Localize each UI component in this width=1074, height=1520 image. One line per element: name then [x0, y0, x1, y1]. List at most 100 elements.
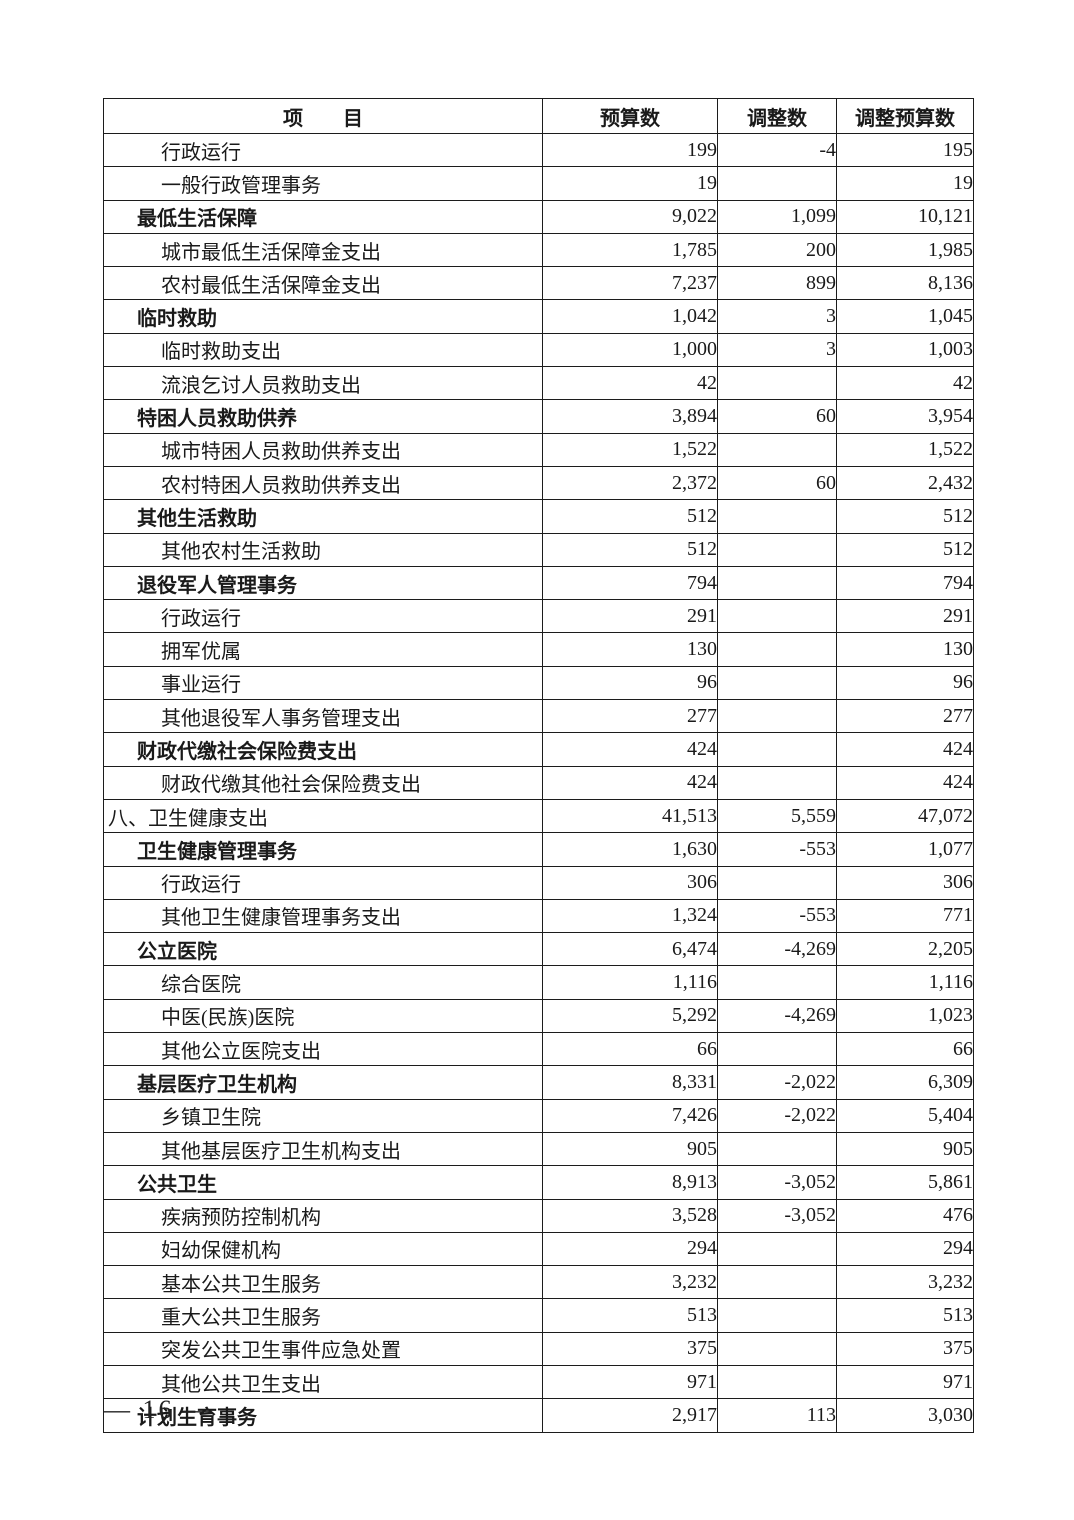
- adjusted-budget-value: 8,136: [836, 266, 974, 301]
- budget-value: 291: [542, 599, 718, 634]
- budget-value: 1,785: [542, 232, 718, 268]
- budget-value: 9,022: [542, 199, 718, 234]
- table-row: 乡镇卫生院 7,426 -2,022 5,404: [103, 1098, 974, 1133]
- table-row: 综合医院 1,116 1,116: [103, 965, 974, 1000]
- adjustment-value: 60: [717, 465, 837, 501]
- budget-value: 199: [542, 132, 718, 168]
- row-label: 农村特困人员救助供养支出: [103, 465, 543, 501]
- adjustment-value: 60: [717, 399, 837, 434]
- budget-value: 905: [542, 1131, 718, 1167]
- adjusted-budget-value: 47,072: [836, 798, 974, 834]
- budget-value: 2,372: [542, 465, 718, 501]
- table-row: 最低生活保障 9,022 1,099 10,121: [103, 199, 974, 234]
- adjustment-value: -3,052: [717, 1165, 837, 1200]
- budget-value: 130: [542, 632, 718, 667]
- row-label: 卫生健康管理事务: [103, 832, 543, 867]
- adjustment-value: [717, 665, 837, 701]
- table-row: 行政运行 199 -4 195: [103, 132, 974, 168]
- column-header-adjusted-budget: 调整预算数: [836, 98, 974, 134]
- budget-value: 294: [542, 1231, 718, 1267]
- budget-value: 424: [542, 765, 718, 800]
- adjusted-budget-value: 971: [836, 1364, 974, 1400]
- table-row: 公立医院 6,474 -4,269 2,205: [103, 932, 974, 967]
- row-label: 一般行政管理事务: [103, 166, 543, 201]
- adjustment-value: [717, 732, 837, 767]
- row-label: 行政运行: [103, 599, 543, 634]
- adjustment-value: -2,022: [717, 1065, 837, 1100]
- table-header-row: 项 目 预算数 调整数 调整预算数: [103, 98, 974, 134]
- adjusted-budget-value: 771: [836, 898, 974, 934]
- row-label: 城市最低生活保障金支出: [103, 232, 543, 268]
- budget-table: 项 目 预算数 调整数 调整预算数 行政运行 199 -4 195 一般行政管理事务 19…: [103, 98, 974, 1433]
- table-row: 退役军人管理事务 794 794: [103, 565, 974, 601]
- row-label: 乡镇卫生院: [103, 1098, 543, 1133]
- row-label: 重大公共卫生服务: [103, 1298, 543, 1333]
- adjustment-value: -553: [717, 898, 837, 934]
- budget-value: 1,000: [542, 332, 718, 368]
- row-label: 拥军优属: [103, 632, 543, 667]
- adjusted-budget-value: 905: [836, 1131, 974, 1167]
- adjusted-budget-value: 277: [836, 699, 974, 734]
- row-label: 其他公共卫生支出: [103, 1364, 543, 1400]
- budget-value: 512: [542, 499, 718, 534]
- row-label: 中医(民族)医院: [103, 998, 543, 1034]
- table-row: 城市特困人员救助供养支出 1,522 1,522: [103, 432, 974, 467]
- row-label: 特困人员救助供养: [103, 399, 543, 434]
- row-label: 事业运行: [103, 665, 543, 701]
- table-row: 妇幼保健机构 294 294: [103, 1231, 974, 1267]
- budget-value: 512: [542, 532, 718, 567]
- adjustment-value: 5,559: [717, 798, 837, 834]
- adjustment-value: [717, 366, 837, 401]
- adjustment-value: 3: [717, 299, 837, 334]
- adjusted-budget-value: 10,121: [836, 199, 974, 234]
- table-row: 重大公共卫生服务 513 513: [103, 1298, 974, 1333]
- adjustment-value: [717, 965, 837, 1000]
- row-label: 公立医院: [103, 932, 543, 967]
- adjustment-value: [717, 1131, 837, 1167]
- adjusted-budget-value: 512: [836, 532, 974, 567]
- row-label: 最低生活保障: [103, 199, 543, 234]
- budget-value: 375: [542, 1331, 718, 1366]
- budget-value: 2,917: [542, 1398, 718, 1433]
- column-header-item: 项 目: [103, 98, 543, 134]
- table-row: 特困人员救助供养 3,894 60 3,954: [103, 399, 974, 434]
- row-label: 计划生育事务: [103, 1398, 543, 1433]
- table-row: 其他农村生活救助 512 512: [103, 532, 974, 567]
- adjustment-value: -2,022: [717, 1098, 837, 1133]
- adjustment-value: -3,052: [717, 1198, 837, 1233]
- adjustment-value: 1,099: [717, 199, 837, 234]
- adjusted-budget-value: 1,985: [836, 232, 974, 268]
- adjustment-value: [717, 532, 837, 567]
- adjustment-value: [717, 599, 837, 634]
- adjusted-budget-value: 19: [836, 166, 974, 201]
- budget-value: 3,528: [542, 1198, 718, 1233]
- budget-value: 66: [542, 1032, 718, 1067]
- budget-value: 8,331: [542, 1065, 718, 1100]
- column-header-budget: 预算数: [542, 98, 718, 134]
- adjustment-value: -4: [717, 132, 837, 168]
- row-label: 八、卫生健康支出: [103, 798, 543, 834]
- row-label: 其他基层医疗卫生机构支出: [103, 1131, 543, 1167]
- table-row: 八、卫生健康支出 41,513 5,559 47,072: [103, 798, 974, 834]
- budget-value: 513: [542, 1298, 718, 1333]
- row-label: 农村最低生活保障金支出: [103, 266, 543, 301]
- budget-value: 41,513: [542, 798, 718, 834]
- table-row: 计划生育事务 2,917 113 3,030: [103, 1398, 974, 1433]
- adjusted-budget-value: 5,861: [836, 1165, 974, 1200]
- budget-value: 1,522: [542, 432, 718, 467]
- adjustment-value: 899: [717, 266, 837, 301]
- row-label: 其他生活救助: [103, 499, 543, 534]
- adjusted-budget-value: 2,205: [836, 932, 974, 967]
- adjusted-budget-value: 1,045: [836, 299, 974, 334]
- adjustment-value: [717, 499, 837, 534]
- adjusted-budget-value: 291: [836, 599, 974, 634]
- budget-value: 794: [542, 565, 718, 601]
- budget-value: 1,042: [542, 299, 718, 334]
- table-row: 临时救助支出 1,000 3 1,003: [103, 332, 974, 368]
- budget-value: 424: [542, 732, 718, 767]
- adjustment-value: [717, 1231, 837, 1267]
- adjusted-budget-value: 1,522: [836, 432, 974, 467]
- table-row: 农村最低生活保障金支出 7,237 899 8,136: [103, 266, 974, 301]
- budget-value: 1,324: [542, 898, 718, 934]
- table-row: 其他公立医院支出 66 66: [103, 1032, 974, 1067]
